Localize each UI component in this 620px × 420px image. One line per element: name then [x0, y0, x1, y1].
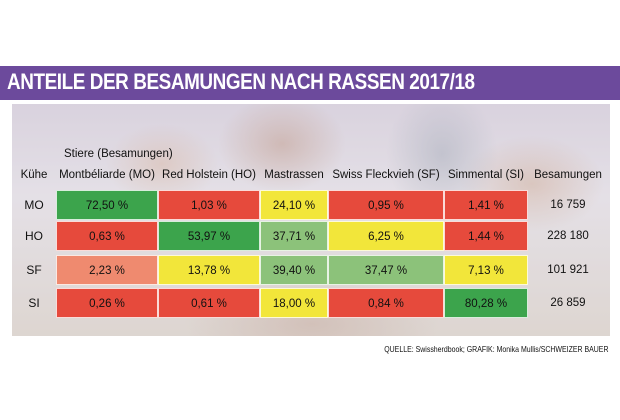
table-cell: 37,47 % — [328, 255, 444, 285]
table-cell: 6,25 % — [328, 221, 444, 251]
row-label: HO — [25, 229, 43, 243]
source-note: QUELLE: Swissherdbook; GRAFIK: Monika Mu… — [383, 344, 608, 354]
table-cell: 0,84 % — [328, 288, 444, 318]
row-total: 228 180 — [547, 230, 589, 242]
column-header: Red Holstein (HO) — [162, 169, 256, 181]
table-cell: 1,41 % — [444, 190, 528, 220]
table-cell: 18,00 % — [260, 288, 328, 318]
chart-title: ANTEILE DER BESAMUNGEN NACH RASSEN 2017/… — [7, 69, 475, 94]
table-cell: 53,97 % — [158, 221, 260, 251]
title-bar — [0, 66, 620, 100]
table-cell: 1,03 % — [158, 190, 260, 220]
row-label: SI — [28, 296, 40, 310]
row-label: SF — [26, 263, 42, 277]
row-label: MO — [24, 198, 44, 212]
table-cell: 39,40 % — [260, 255, 328, 285]
table-cell: 0,95 % — [328, 190, 444, 220]
total-header: Besamungen — [534, 169, 602, 181]
table-cell: 72,50 % — [56, 190, 158, 220]
table-cell: 7,13 % — [444, 255, 528, 285]
table-cell: 1,44 % — [444, 221, 528, 251]
column-header: Montbéliarde (MO) — [59, 169, 155, 181]
row-total: 16 759 — [550, 199, 586, 211]
table-cell: 80,28 % — [444, 288, 528, 318]
group-label: Stiere (Besamungen) — [64, 148, 173, 160]
table-cell: 0,26 % — [56, 288, 158, 318]
column-header: Simmental (SI) — [447, 169, 525, 181]
column-header: Swiss Fleckvieh (SF) — [332, 169, 440, 181]
table-cell: 37,71 % — [260, 221, 328, 251]
row-total: 26 859 — [550, 297, 586, 309]
column-header: Mastrassen — [264, 169, 324, 181]
row-total: 101 921 — [547, 264, 589, 276]
row-header: Kühe — [20, 169, 48, 181]
table-cell: 24,10 % — [260, 190, 328, 220]
table-cell: 0,63 % — [56, 221, 158, 251]
table-cell: 0,61 % — [158, 288, 260, 318]
table-cell: 2,23 % — [56, 255, 158, 285]
table-cell: 13,78 % — [158, 255, 260, 285]
